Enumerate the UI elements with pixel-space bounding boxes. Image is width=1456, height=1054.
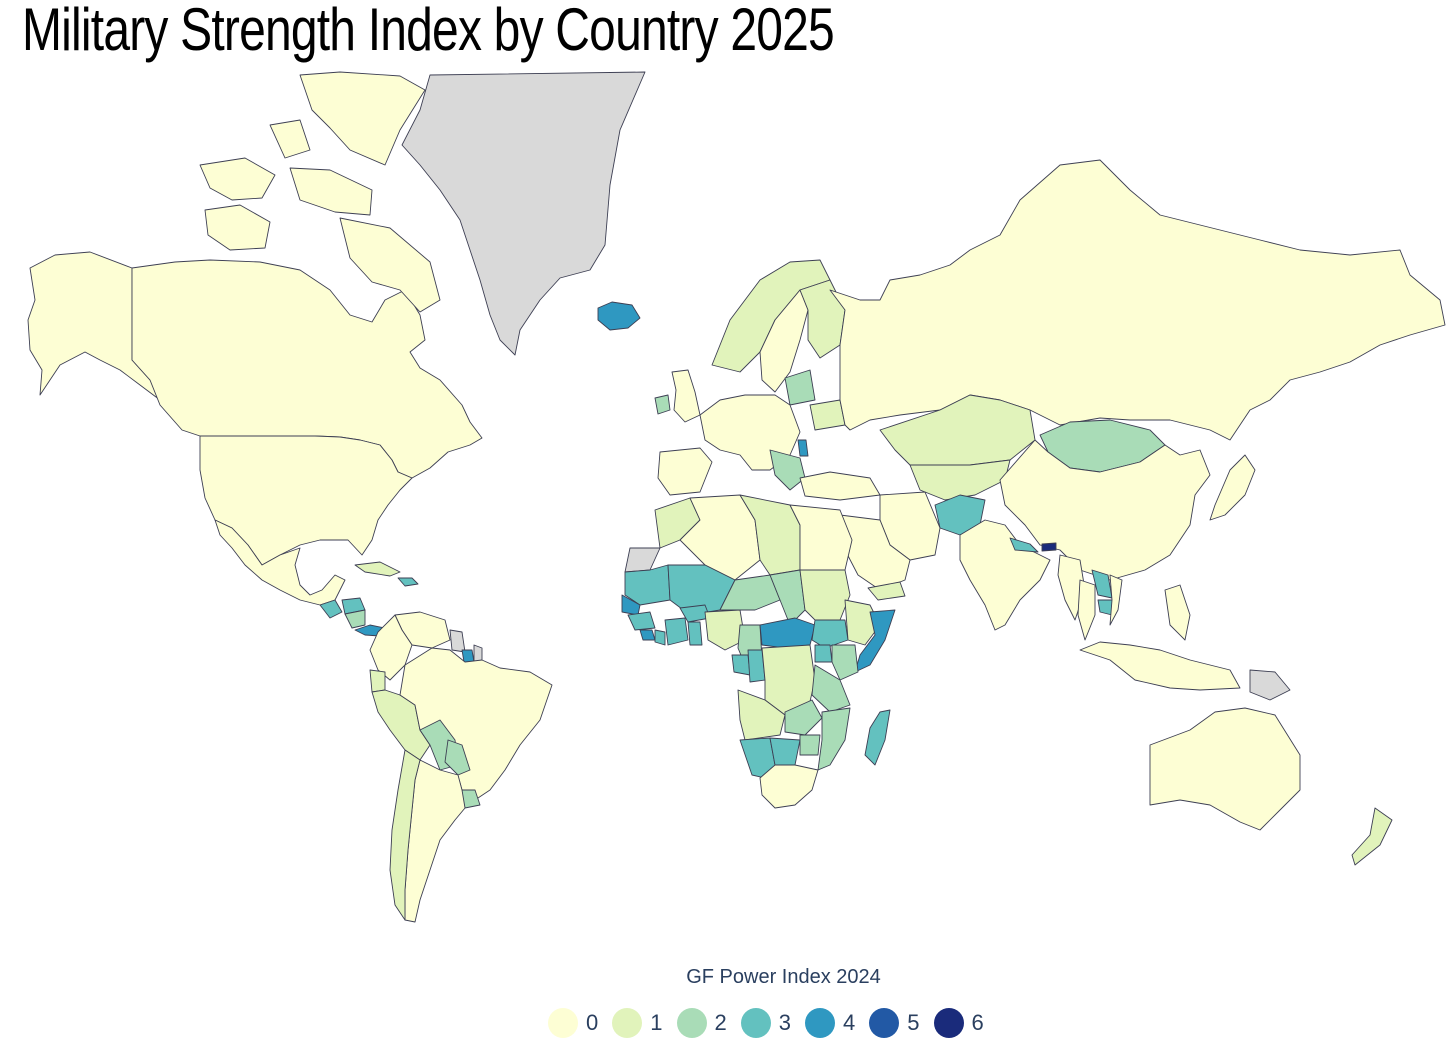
country-yemen[interactable] xyxy=(867,581,906,601)
legend-item-1[interactable]: 1 xyxy=(612,1008,663,1038)
country-sierra-leone[interactable] xyxy=(639,629,656,641)
country-kenya[interactable] xyxy=(831,644,859,681)
country-french-guiana[interactable] xyxy=(473,644,483,663)
country-ivory-coast[interactable] xyxy=(664,617,689,646)
country-turkey[interactable] xyxy=(799,471,881,501)
legend-label-5: 5 xyxy=(907,1010,920,1035)
legend-items: 0 1 2 3 4 5 6 xyxy=(548,1006,998,1040)
country-canada-island-6[interactable] xyxy=(269,119,311,159)
country-chile[interactable] xyxy=(389,749,421,921)
legend-swatch-3 xyxy=(740,1008,771,1038)
country-nicaragua[interactable] xyxy=(344,609,366,629)
country-new-zealand[interactable] xyxy=(1351,807,1393,866)
country-uganda[interactable] xyxy=(814,644,833,663)
country-baltic-states[interactable] xyxy=(784,369,816,406)
legend-swatch-4 xyxy=(805,1008,835,1038)
country-suriname[interactable] xyxy=(461,649,475,663)
country-australia[interactable] xyxy=(1149,707,1301,831)
country-cambodia[interactable] xyxy=(1097,599,1113,616)
country-ireland[interactable] xyxy=(654,394,671,415)
country-spain[interactable] xyxy=(657,447,713,496)
country-central-african-republic[interactable] xyxy=(759,617,816,649)
country-niger[interactable] xyxy=(719,574,781,611)
countries-layer xyxy=(27,71,1446,923)
country-philippines[interactable] xyxy=(1164,584,1191,641)
legend-label-0: 0 xyxy=(586,1010,599,1035)
country-zimbabwe[interactable] xyxy=(799,734,821,756)
country-sweden[interactable] xyxy=(759,289,809,393)
country-canada-island-1[interactable] xyxy=(299,71,426,166)
country-bhutan[interactable] xyxy=(1041,542,1057,552)
country-russia[interactable] xyxy=(829,159,1446,441)
map-title: Military Strength Index by Country 2025 xyxy=(22,0,835,63)
country-japan[interactable] xyxy=(1209,454,1256,521)
country-mexico[interactable] xyxy=(214,519,346,606)
country-guinea[interactable] xyxy=(627,611,656,631)
legend-swatch-1 xyxy=(612,1008,643,1038)
legend-item-4[interactable]: 4 xyxy=(805,1008,855,1038)
legend-item-0[interactable]: 0 xyxy=(548,1008,598,1038)
world-map xyxy=(27,71,1446,923)
country-canada-island-5[interactable] xyxy=(339,217,441,313)
legend-label-4: 4 xyxy=(843,1010,856,1035)
country-canada-island-4[interactable] xyxy=(204,204,271,251)
legend-label-2: 2 xyxy=(714,1010,727,1035)
country-dominican-republic[interactable] xyxy=(397,577,419,587)
country-belarus[interactable] xyxy=(809,399,846,431)
country-somalia[interactable] xyxy=(854,609,896,673)
country-sudan[interactable] xyxy=(799,569,851,621)
country-papua-new-guinea[interactable] xyxy=(1249,669,1291,701)
legend-swatch-6 xyxy=(933,1008,964,1038)
legend-item-5[interactable]: 5 xyxy=(869,1008,920,1038)
legend-item-2[interactable]: 2 xyxy=(676,1008,727,1038)
country-guyana[interactable] xyxy=(449,629,466,653)
country-vietnam[interactable] xyxy=(1109,574,1123,626)
legend-label-6: 6 xyxy=(971,1010,984,1035)
country-gabon[interactable] xyxy=(731,654,751,676)
country-kazakhstan[interactable] xyxy=(879,394,1036,471)
country-tanzania[interactable] xyxy=(811,664,851,713)
country-iceland[interactable] xyxy=(597,301,641,331)
legend: GF Power Index 2024 0 1 2 3 4 5 6 xyxy=(0,966,1456,1046)
country-balkans[interactable] xyxy=(769,449,806,491)
country-greenland[interactable] xyxy=(401,71,646,356)
country-canada-island-2[interactable] xyxy=(199,157,276,201)
legend-item-6[interactable]: 6 xyxy=(933,1008,984,1038)
legend-label-1: 1 xyxy=(650,1010,663,1035)
country-ethiopia[interactable] xyxy=(844,599,881,646)
country-indonesia[interactable] xyxy=(1079,641,1241,691)
country-south-sudan[interactable] xyxy=(811,619,849,649)
legend-label-3: 3 xyxy=(778,1010,791,1035)
country-madagascar[interactable] xyxy=(864,709,891,766)
country-thailand[interactable] xyxy=(1077,579,1096,641)
country-paraguay[interactable] xyxy=(444,739,471,776)
country-guatemala[interactable] xyxy=(319,599,343,619)
country-liberia[interactable] xyxy=(654,629,666,646)
country-nepal[interactable] xyxy=(1009,537,1039,553)
country-botswana[interactable] xyxy=(769,737,801,766)
legend-swatch-2 xyxy=(676,1008,707,1038)
legend-swatch-0 xyxy=(548,1008,578,1038)
country-south-africa[interactable] xyxy=(759,764,819,809)
country-mozambique[interactable] xyxy=(817,707,851,771)
country-canada-island-3[interactable] xyxy=(289,167,373,216)
country-angola[interactable] xyxy=(737,689,786,741)
country-zambia[interactable] xyxy=(784,699,823,736)
legend-item-3[interactable]: 3 xyxy=(740,1008,791,1038)
country-nigeria[interactable] xyxy=(704,609,746,651)
legend-title: GF Power Index 2024 xyxy=(686,966,881,988)
country-ecuador[interactable] xyxy=(369,669,386,693)
legend-swatch-5 xyxy=(869,1008,900,1038)
country-moldova[interactable] xyxy=(797,439,809,457)
country-finland[interactable] xyxy=(799,279,846,359)
country-united-kingdom[interactable] xyxy=(671,369,701,423)
country-cuba[interactable] xyxy=(354,561,401,577)
country-saudi-arabia[interactable] xyxy=(839,514,911,591)
country-chad[interactable] xyxy=(769,569,806,626)
country-ghana[interactable] xyxy=(687,621,703,646)
country-india[interactable] xyxy=(959,519,1051,631)
